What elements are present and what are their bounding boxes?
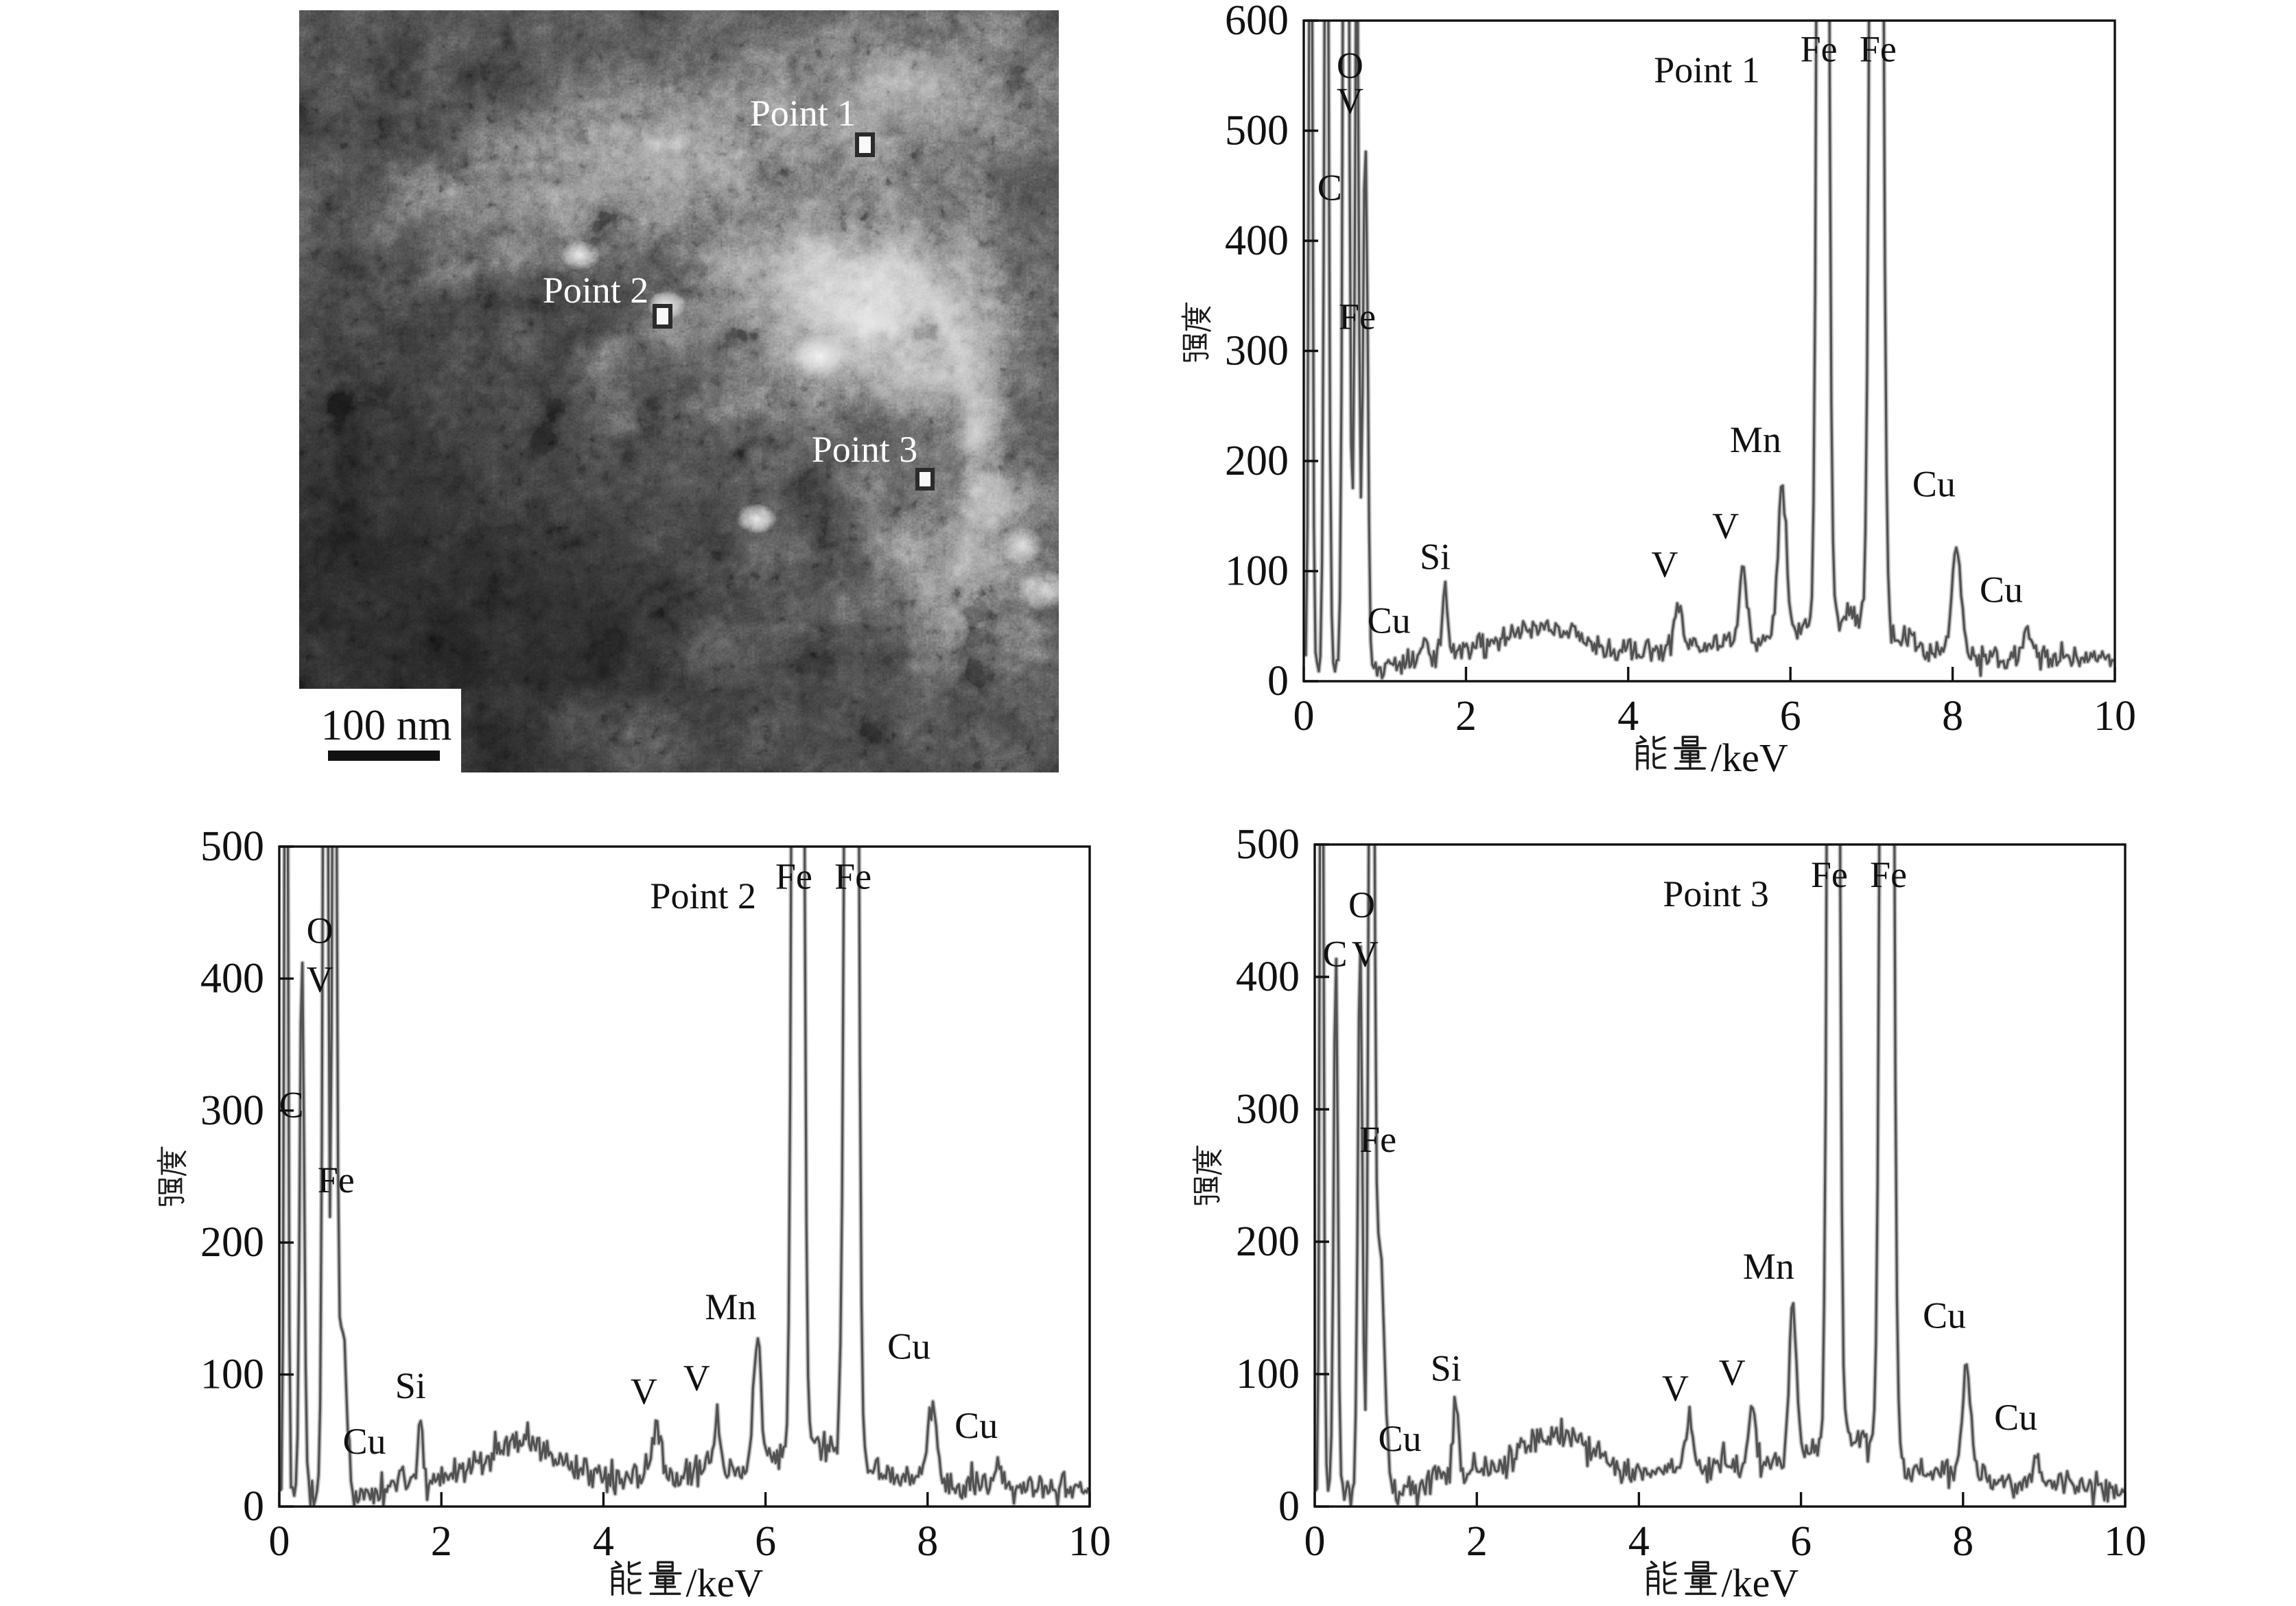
svg-text:Point 3: Point 3 — [1663, 873, 1769, 914]
svg-text:Cu: Cu — [1923, 1295, 1966, 1336]
svg-text:0: 0 — [1278, 1483, 1300, 1530]
svg-text:C: C — [1322, 934, 1347, 975]
svg-text:8: 8 — [1952, 1518, 1973, 1565]
svg-text:300: 300 — [200, 1087, 264, 1134]
svg-text:V: V — [307, 959, 333, 1000]
svg-text:400: 400 — [1225, 217, 1289, 264]
svg-text:Cu: Cu — [954, 1405, 998, 1446]
svg-text:100: 100 — [1225, 548, 1289, 595]
svg-text:Cu: Cu — [1980, 569, 2023, 610]
svg-text:200: 200 — [200, 1219, 264, 1266]
svg-text:Cu: Cu — [342, 1421, 386, 1462]
svg-text:6: 6 — [1780, 693, 1801, 740]
svg-text:100: 100 — [200, 1351, 264, 1398]
svg-text:Cu: Cu — [1994, 1397, 2037, 1438]
svg-text:2: 2 — [1466, 1518, 1488, 1565]
svg-text:Fe: Fe — [1870, 854, 1907, 895]
svg-text:Si: Si — [1420, 536, 1451, 577]
svg-text:4: 4 — [593, 1518, 614, 1565]
svg-text:8: 8 — [917, 1518, 938, 1565]
svg-text:V: V — [1662, 1368, 1689, 1409]
svg-text:10: 10 — [2104, 1518, 2146, 1565]
svg-text:O: O — [1348, 884, 1375, 925]
svg-text:200: 200 — [1225, 438, 1289, 484]
svg-text:C: C — [279, 1084, 304, 1125]
svg-text:4: 4 — [1628, 1518, 1650, 1565]
svg-text:Fe: Fe — [775, 856, 812, 897]
svg-text:Point 3: Point 3 — [812, 429, 918, 470]
svg-text:500: 500 — [1236, 821, 1300, 868]
svg-text:2: 2 — [431, 1518, 452, 1565]
svg-text:400: 400 — [200, 955, 264, 1002]
svg-text:Point 1: Point 1 — [750, 93, 856, 134]
svg-text:V: V — [1712, 505, 1739, 546]
svg-text:200: 200 — [1236, 1218, 1300, 1265]
svg-text:Fe: Fe — [318, 1159, 355, 1201]
svg-text:10: 10 — [1068, 1518, 1111, 1565]
svg-text:0: 0 — [1293, 693, 1315, 740]
svg-text:0: 0 — [243, 1483, 264, 1530]
svg-text:2: 2 — [1455, 693, 1477, 740]
svg-text:Fe: Fe — [1359, 1119, 1396, 1160]
svg-text:O: O — [307, 910, 333, 952]
svg-text:/keV: /keV — [1711, 735, 1788, 780]
svg-text:/keV: /keV — [1722, 1561, 1799, 1605]
svg-text:Mn: Mn — [1743, 1246, 1794, 1287]
svg-text:V: V — [1337, 80, 1363, 121]
svg-text:10: 10 — [2094, 693, 2136, 740]
svg-text:400: 400 — [1236, 954, 1300, 1000]
svg-text:300: 300 — [1225, 328, 1289, 375]
svg-text:100 nm: 100 nm — [321, 701, 452, 749]
svg-text:Cu: Cu — [1368, 600, 1411, 641]
svg-text:Fe: Fe — [1801, 28, 1838, 69]
svg-text:Point 2: Point 2 — [543, 270, 649, 311]
svg-text:300: 300 — [1236, 1086, 1300, 1133]
svg-text:Cu: Cu — [1378, 1418, 1421, 1459]
svg-text:Mn: Mn — [705, 1286, 756, 1327]
svg-text:8: 8 — [1942, 693, 1963, 740]
svg-text:Fe: Fe — [834, 856, 871, 897]
svg-text:Fe: Fe — [1860, 28, 1897, 69]
svg-text:Fe: Fe — [1811, 854, 1848, 895]
svg-text:Si: Si — [1431, 1348, 1462, 1389]
svg-text:C: C — [1317, 167, 1342, 209]
svg-text:V: V — [1719, 1351, 1746, 1393]
svg-text:0: 0 — [1267, 658, 1289, 705]
svg-text:/keV: /keV — [686, 1561, 764, 1605]
svg-text:Si: Si — [395, 1365, 426, 1406]
svg-text:O: O — [1337, 45, 1363, 86]
svg-text:Point 2: Point 2 — [650, 875, 756, 917]
svg-text:4: 4 — [1617, 693, 1639, 740]
svg-text:V: V — [1352, 934, 1379, 975]
svg-text:0: 0 — [269, 1518, 290, 1565]
svg-text:600: 600 — [1225, 0, 1289, 44]
svg-text:V: V — [631, 1371, 657, 1412]
svg-text:V: V — [683, 1358, 710, 1399]
svg-text:500: 500 — [1225, 108, 1289, 154]
svg-text:Cu: Cu — [887, 1326, 930, 1367]
svg-text:0: 0 — [1304, 1518, 1326, 1565]
svg-text:500: 500 — [200, 823, 264, 870]
svg-text:Cu: Cu — [1912, 463, 1956, 504]
svg-text:6: 6 — [1790, 1518, 1812, 1565]
svg-text:Point 1: Point 1 — [1654, 49, 1760, 91]
svg-text:V: V — [1652, 544, 1678, 585]
svg-text:6: 6 — [755, 1518, 776, 1565]
svg-text:Fe: Fe — [1339, 296, 1376, 337]
svg-text:Mn: Mn — [1730, 419, 1781, 460]
svg-text:100: 100 — [1236, 1351, 1300, 1397]
